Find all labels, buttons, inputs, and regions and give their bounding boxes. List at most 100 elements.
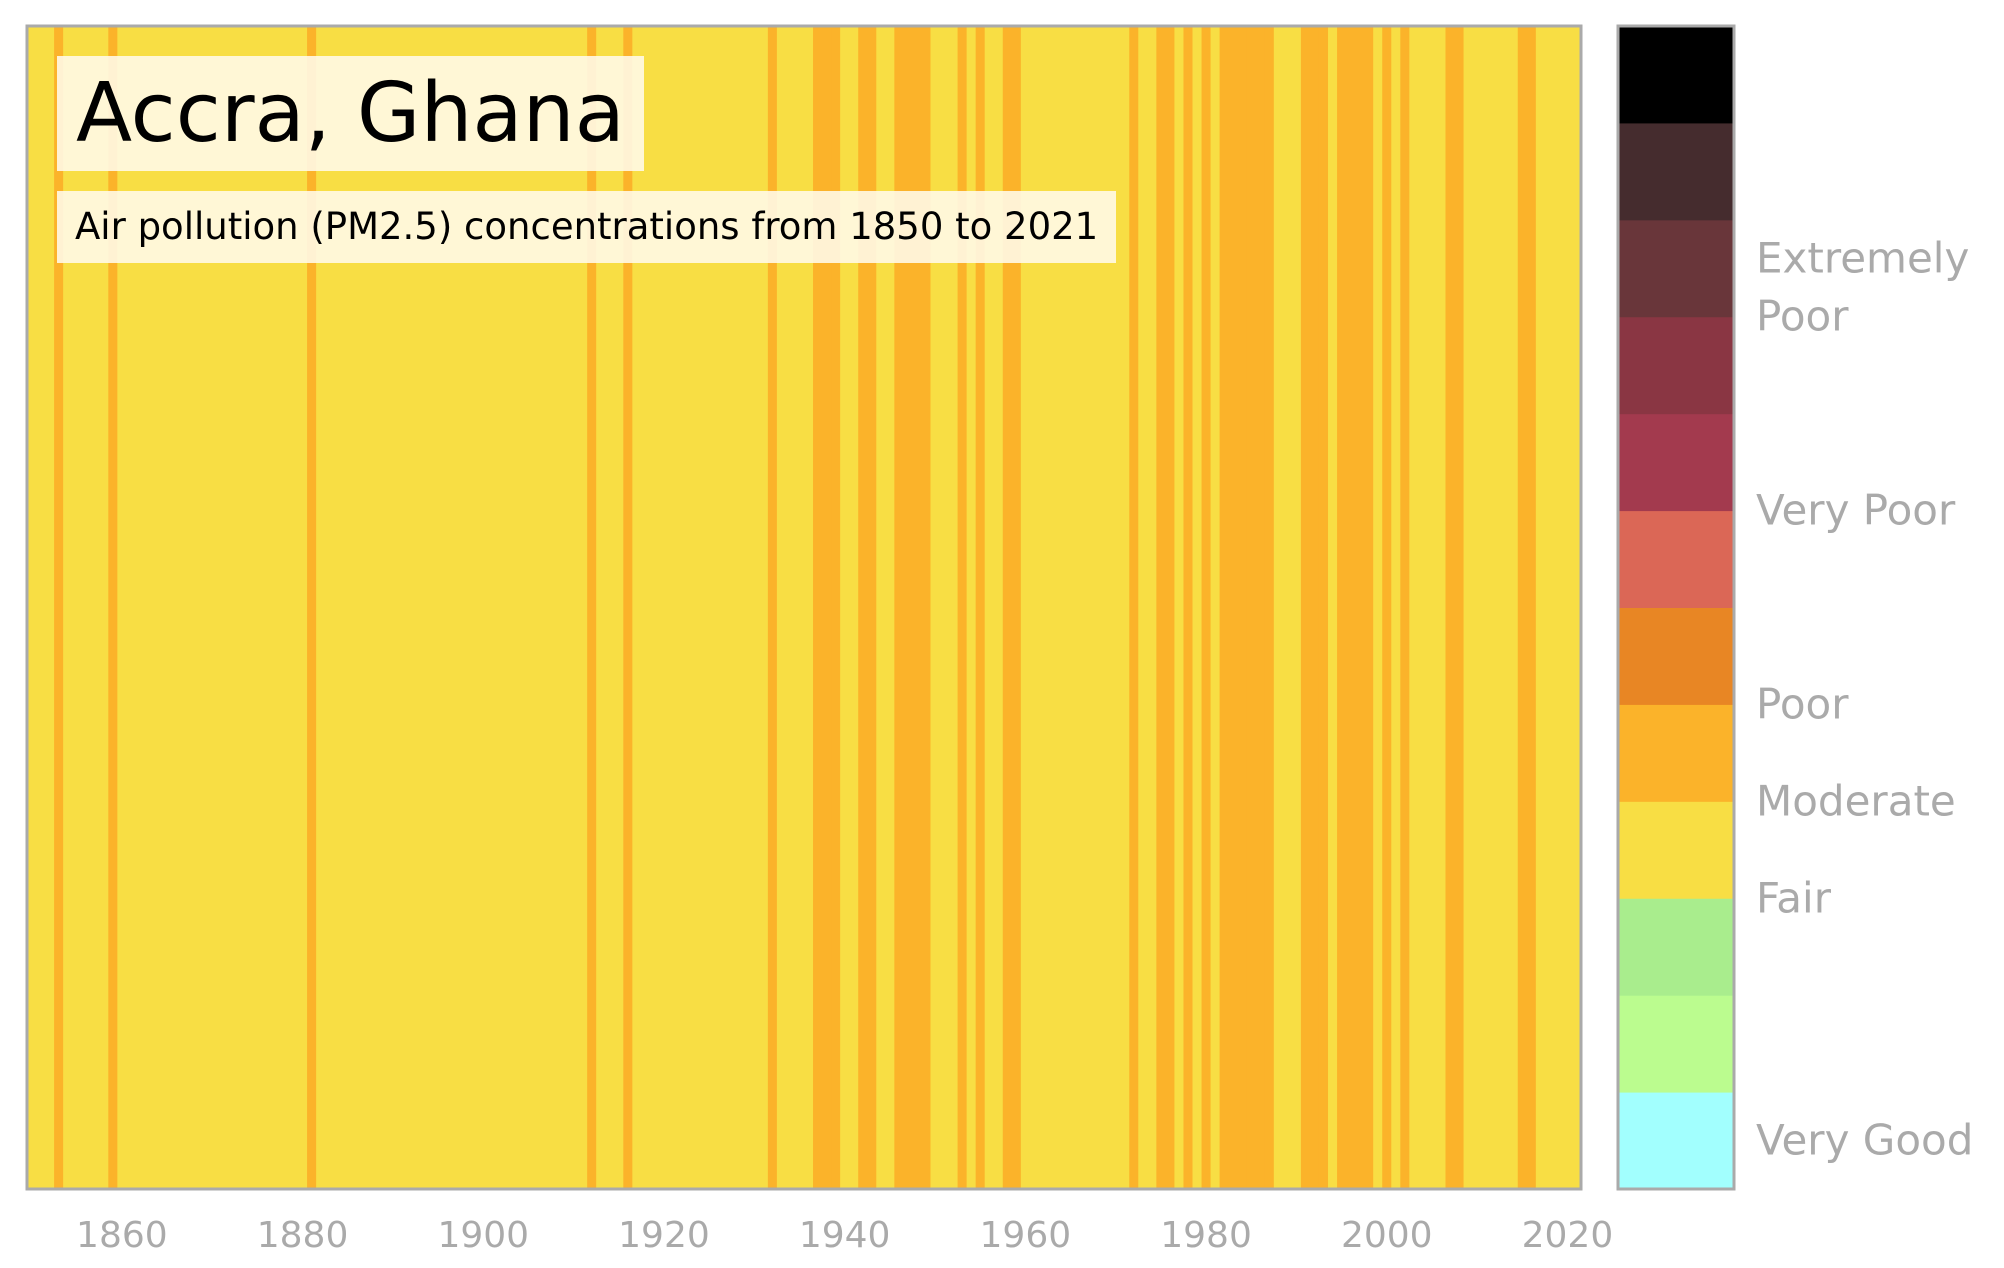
stripe-2009 bbox=[1463, 26, 1474, 1189]
stripe-1982 bbox=[1219, 26, 1230, 1189]
colorbar-segment-9 bbox=[1618, 219, 1734, 318]
stripe-1962 bbox=[1038, 26, 1049, 1189]
stripe-1928 bbox=[731, 26, 742, 1189]
stripe-1904 bbox=[514, 26, 525, 1189]
stripe-1945 bbox=[885, 26, 895, 1189]
chart-title: Accra, Ghana bbox=[57, 56, 644, 171]
stripe-1851 bbox=[36, 26, 46, 1189]
stripe-1972 bbox=[1129, 26, 1139, 1189]
stripe-1948 bbox=[912, 26, 923, 1189]
x-tick-label-1880: 1880 bbox=[257, 1215, 349, 1256]
stripe-1863 bbox=[144, 26, 155, 1189]
stripe-1930 bbox=[749, 26, 760, 1189]
stripe-1981 bbox=[1210, 26, 1221, 1189]
stripe-1989 bbox=[1282, 26, 1293, 1189]
stripe-1892 bbox=[406, 26, 417, 1189]
stripe-1883 bbox=[325, 26, 335, 1189]
stripe-1913 bbox=[596, 26, 606, 1189]
stripe-1891 bbox=[397, 26, 408, 1189]
stripe-1871 bbox=[216, 26, 227, 1189]
stripe-1918 bbox=[641, 26, 652, 1189]
stripe-1943 bbox=[867, 26, 877, 1189]
stripe-1988 bbox=[1273, 26, 1284, 1189]
stripe-2005 bbox=[1427, 26, 1438, 1189]
stripe-1899 bbox=[469, 26, 480, 1189]
stripe-1935 bbox=[794, 26, 805, 1189]
stripe-1957 bbox=[993, 26, 1004, 1189]
stripe-1968 bbox=[1093, 26, 1103, 1189]
stripe-1894 bbox=[424, 26, 435, 1189]
stripe-2001 bbox=[1391, 26, 1401, 1189]
stripe-1936 bbox=[804, 26, 814, 1189]
stripe-2003 bbox=[1409, 26, 1419, 1189]
stripe-1964 bbox=[1056, 26, 1067, 1189]
stripe-1875 bbox=[252, 26, 263, 1189]
stripe-1952 bbox=[948, 26, 959, 1189]
stripe-1923 bbox=[686, 26, 697, 1189]
stripe-1924 bbox=[695, 26, 706, 1189]
stripe-1852 bbox=[45, 26, 55, 1189]
stripe-1915 bbox=[614, 26, 624, 1189]
stripe-1886 bbox=[352, 26, 362, 1189]
stripe-1996 bbox=[1346, 26, 1356, 1189]
colorbar-segment-4 bbox=[1618, 704, 1734, 802]
colorbar-label-poor: Poor bbox=[1756, 679, 1849, 728]
stripe-1874 bbox=[243, 26, 254, 1189]
x-tick-label-1920: 1920 bbox=[618, 1215, 710, 1256]
stripe-1994 bbox=[1328, 26, 1338, 1189]
stripe-2014 bbox=[1508, 26, 1519, 1189]
x-tick-label-1900: 1900 bbox=[437, 1215, 529, 1256]
stripe-1869 bbox=[198, 26, 209, 1189]
stripe-1950 bbox=[930, 26, 941, 1189]
stripe-1885 bbox=[343, 26, 353, 1189]
stripe-1993 bbox=[1318, 26, 1329, 1189]
stripe-1867 bbox=[180, 26, 191, 1189]
stripe-1998 bbox=[1364, 26, 1374, 1189]
stripe-1976 bbox=[1165, 26, 1176, 1189]
stripe-1854 bbox=[63, 26, 73, 1189]
stripe-1969 bbox=[1102, 26, 1112, 1189]
stripe-1898 bbox=[460, 26, 471, 1189]
stripe-1938 bbox=[822, 26, 832, 1189]
stripe-1965 bbox=[1066, 26, 1076, 1189]
stripe-1942 bbox=[858, 26, 868, 1189]
stripe-2008 bbox=[1454, 26, 1465, 1189]
stripe-1888 bbox=[370, 26, 380, 1189]
stripe-1876 bbox=[261, 26, 272, 1189]
stripe-1941 bbox=[849, 26, 859, 1189]
stripe-2018 bbox=[1544, 26, 1555, 1189]
stripe-1900 bbox=[478, 26, 489, 1189]
stripe-1853 bbox=[54, 26, 64, 1189]
stripe-1879 bbox=[289, 26, 299, 1189]
stripe-1932 bbox=[767, 26, 778, 1189]
colorbar-labels: Very Good Fair Moderate Poor Very Poor Extrem… bbox=[1756, 234, 1973, 1165]
stripe-1908 bbox=[551, 26, 561, 1189]
colorbar-segment-0 bbox=[1618, 1092, 1734, 1190]
stripe-1911 bbox=[578, 26, 588, 1189]
stripe-1917 bbox=[632, 26, 642, 1189]
x-tick-label-1980: 1980 bbox=[1160, 1215, 1252, 1256]
stripe-2007 bbox=[1445, 26, 1456, 1189]
stripe-1919 bbox=[650, 26, 661, 1189]
stripe-1880 bbox=[298, 26, 308, 1189]
stripe-2019 bbox=[1553, 26, 1564, 1189]
stripe-2002 bbox=[1400, 26, 1410, 1189]
stripe-1896 bbox=[442, 26, 453, 1189]
stripe-1967 bbox=[1084, 26, 1094, 1189]
stripe-1946 bbox=[894, 26, 904, 1189]
stripe-1934 bbox=[785, 26, 796, 1189]
stripe-2004 bbox=[1418, 26, 1429, 1189]
stripe-1987 bbox=[1264, 26, 1275, 1189]
stripe-1925 bbox=[704, 26, 715, 1189]
stripe-1912 bbox=[587, 26, 597, 1189]
stripe-1984 bbox=[1237, 26, 1248, 1189]
x-axis-ticks: 1860 1880 1900 1920 1940 1960 1980 2000 2020 bbox=[76, 1215, 1613, 1256]
stripe-1857 bbox=[90, 26, 100, 1189]
stripe-1991 bbox=[1300, 26, 1311, 1189]
stripe-1977 bbox=[1174, 26, 1185, 1189]
stripe-1979 bbox=[1192, 26, 1203, 1189]
x-tick-label-1940: 1940 bbox=[799, 1215, 891, 1256]
colorbar-segment-11 bbox=[1618, 26, 1734, 124]
colorbar-segment-6 bbox=[1618, 510, 1734, 608]
